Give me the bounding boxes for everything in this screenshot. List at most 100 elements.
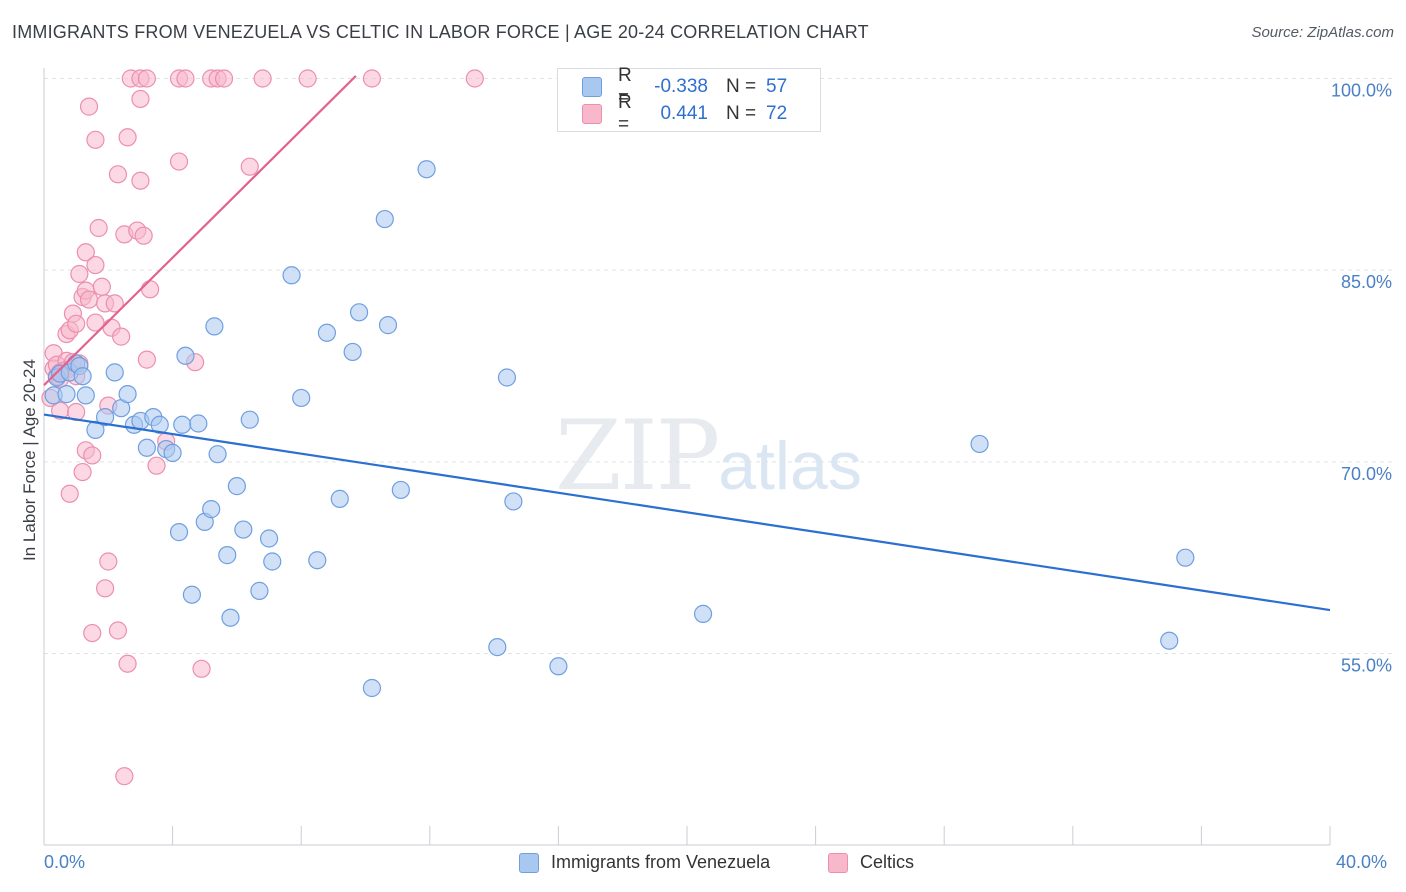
venezuela-point <box>176 346 195 365</box>
venezuela-point <box>173 415 192 434</box>
venezuela-point <box>549 657 568 676</box>
celtics-point <box>298 69 317 88</box>
venezuela-point <box>227 477 246 496</box>
celtics-point <box>131 89 150 109</box>
series-swatch-pink <box>828 852 848 873</box>
venezuela-point <box>1176 548 1195 567</box>
venezuela-points <box>44 160 1195 698</box>
legend-n-value: 72 <box>766 103 788 124</box>
celtics-point <box>108 165 128 184</box>
venezuela-point <box>150 415 169 434</box>
venezuela-point <box>1160 631 1179 650</box>
venezuela-point <box>308 551 327 570</box>
legend-n-label: N = <box>726 76 757 97</box>
venezuela-point <box>95 408 115 427</box>
venezuela-point <box>182 585 201 604</box>
venezuela-point <box>221 608 240 627</box>
legend-swatch-pink <box>582 104 602 124</box>
venezuela-point <box>137 438 156 457</box>
legend-r-label: R = <box>618 92 632 135</box>
venezuela-trend-line <box>43 413 1331 612</box>
celtics-point <box>118 654 137 673</box>
celtics-point <box>89 218 108 238</box>
venezuela-point <box>292 388 311 408</box>
venezuela-point <box>343 342 362 362</box>
celtics-point <box>240 157 259 176</box>
y-tick-label: 70.0% <box>1341 464 1392 484</box>
venezuela-point <box>73 367 92 386</box>
series-swatch-blue <box>519 852 539 873</box>
source-label: Source: ZipAtlas.com <box>1251 24 1394 41</box>
legend-swatch-blue <box>582 77 602 97</box>
celtics-point <box>79 97 99 116</box>
venezuela-point <box>189 414 208 433</box>
celtics-point <box>70 264 89 284</box>
watermark-atlas: atlas <box>718 428 862 504</box>
celtics-point <box>95 579 115 598</box>
venezuela-point <box>205 317 224 336</box>
watermark-zip: ZIP <box>555 400 720 512</box>
legend-r-label: R = <box>618 65 632 108</box>
legend-row-venezuela: R = -0.338 N = 57 <box>582 65 788 108</box>
celtics-point <box>253 69 272 88</box>
venezuela-point <box>76 386 95 405</box>
series-legend-venezuela: Immigrants from Venezuela <box>519 852 770 873</box>
celtics-point <box>137 350 156 369</box>
celtics-point <box>73 462 92 482</box>
venezuela-point <box>169 523 189 542</box>
series-legend-celtics: Celtics <box>828 852 914 873</box>
venezuela-point <box>970 434 989 454</box>
celtics-trend-line <box>43 75 357 386</box>
celtics-point <box>83 623 102 643</box>
venezuela-point <box>250 581 269 600</box>
legend-row-celtics: R = 0.441 N = 72 <box>582 92 788 135</box>
venezuela-point <box>163 443 182 462</box>
celtics-point <box>86 130 105 149</box>
venezuela-point <box>317 323 337 342</box>
x-tick-label-min: 0.0% <box>44 852 86 872</box>
y-tick-label: 85.0% <box>1341 272 1392 292</box>
venezuela-point <box>362 678 382 698</box>
celtics-point <box>67 314 86 333</box>
celtics-point <box>86 255 105 275</box>
celtics-point <box>214 69 234 88</box>
celtics-point <box>362 69 382 88</box>
y-tick-labels: 55.0% 70.0% 85.0% 100.0% <box>1331 81 1392 676</box>
celtics-point <box>60 484 79 503</box>
venezuela-point <box>208 445 227 464</box>
watermark: ZIPatlas <box>555 400 862 512</box>
correlation-legend: R = -0.338 N = 57 R = 0.441 N = 72 <box>557 65 821 135</box>
celtics-point <box>86 313 105 332</box>
celtics-point <box>134 226 153 245</box>
celtics-point <box>83 446 102 465</box>
celtics-point <box>108 621 128 640</box>
y-tick-label: 55.0% <box>1341 656 1392 676</box>
chart-title: IMMIGRANTS FROM VENEZUELA VS CELTIC IN L… <box>12 22 869 42</box>
venezuela-point <box>488 638 507 657</box>
venezuela-point <box>417 160 436 179</box>
venezuela-point <box>202 500 221 519</box>
venezuela-point <box>504 492 523 511</box>
celtics-point <box>76 243 95 262</box>
legend-n-value: 57 <box>766 76 788 97</box>
venezuela-point <box>234 520 253 539</box>
x-tick-label-max: 40.0% <box>1336 852 1388 872</box>
venezuela-point <box>497 368 517 387</box>
venezuela-point <box>378 316 398 335</box>
celtics-point <box>176 69 195 88</box>
celtics-point <box>147 456 166 475</box>
celtics-points <box>41 69 484 786</box>
celtics-point <box>105 294 124 313</box>
venezuela-point <box>218 546 237 565</box>
legend-r-value: 0.441 <box>660 103 708 124</box>
venezuela-point <box>105 363 124 382</box>
celtics-point <box>169 152 189 171</box>
celtics-point <box>115 767 134 786</box>
celtics-point <box>118 128 137 147</box>
venezuela-point <box>240 410 259 429</box>
legend-r-value: -0.338 <box>654 76 708 97</box>
series-name-celtics: Celtics <box>860 852 915 872</box>
venezuela-point <box>693 604 713 623</box>
y-tick-label: 100.0% <box>1331 81 1392 101</box>
celtics-point <box>79 290 99 309</box>
